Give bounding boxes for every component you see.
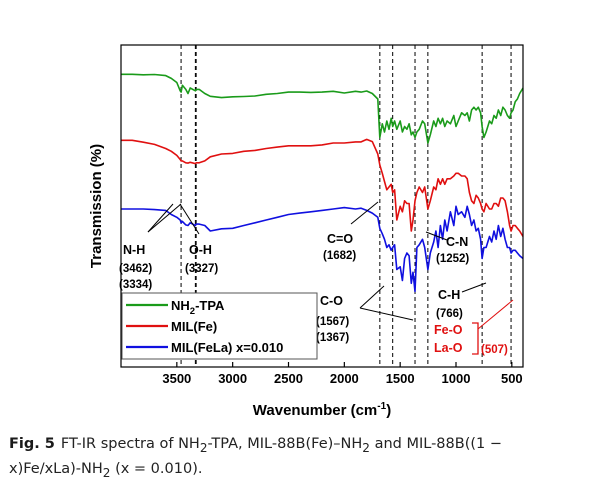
co-single-arrow-2: [359, 307, 414, 321]
cn-arrow: [425, 231, 448, 241]
ftir-figure: 3500 3000 2500 2000 1500 1000 500 Transmission…: [88, 44, 524, 419]
oh-label: O-H: [189, 243, 212, 257]
lao-label: La-O: [434, 341, 463, 355]
feo-label: Fe-O: [434, 323, 463, 337]
caption-part-1: FT-IR spectra of NH: [60, 436, 200, 452]
x-tick-label-3000: 3000: [218, 371, 247, 386]
co-single-value-2: (1367): [316, 332, 349, 344]
nh-value-1: (3462): [119, 263, 152, 275]
x-tick-label-2000: 2000: [330, 371, 359, 386]
series-line-1: [121, 138, 524, 237]
oh-arrow: [179, 203, 200, 235]
co-single-label: C-O: [320, 294, 343, 308]
caption-sub-3: 2: [102, 465, 111, 480]
x-axis: 3500 3000 2500 2000 1500 1000 500: [162, 362, 523, 386]
series-line-2: [121, 205, 524, 293]
legend-label-nh2-tpa: NH2-TPA: [171, 298, 225, 317]
ch-arrow: [461, 282, 487, 293]
caption-sub-2: 2: [362, 440, 370, 455]
legend-label-mil-fela: MIL(FeLa) x=0.010: [171, 340, 283, 355]
caption-part-2: -TPA, MIL-88B(Fe)–NH: [207, 436, 363, 452]
spectra-lines: [121, 73, 524, 293]
nh-arrow-2: [147, 203, 182, 233]
ftir-chart: 3500 3000 2500 2000 1500 1000 500 Transmission…: [88, 44, 524, 419]
series-line-0: [121, 73, 524, 144]
metal-value: (507): [481, 344, 508, 356]
plot-frame: [120, 44, 524, 368]
legend-label-mil-fe: MIL(Fe): [171, 319, 217, 334]
ch-value: (766): [436, 308, 463, 320]
peak-annotations: N-H (3462) (3334) O-H (3327) C=O (1682) …: [119, 201, 514, 356]
caption-part-3: and MIL-88B((1 −: [369, 436, 503, 452]
oh-value: (3327): [185, 263, 218, 275]
metal-arrow: [477, 299, 514, 330]
co-single-value-1: (1567): [316, 316, 349, 328]
x-axis-label: Wavenumber (cm-1): [253, 401, 391, 419]
co-double-arrow: [350, 201, 379, 225]
caption-sub-1: 2: [199, 440, 208, 455]
figure-number: Fig. 5: [9, 436, 55, 452]
nh-label: N-H: [123, 243, 145, 257]
caption-part-5: (x = 0.010).: [110, 460, 203, 477]
y-axis-label: Transmission (%): [88, 144, 105, 268]
cn-label: C-N: [446, 235, 468, 249]
co-double-value: (1682): [323, 250, 356, 262]
x-tick-label-2500: 2500: [274, 371, 303, 386]
x-tick-label-3500: 3500: [162, 371, 191, 386]
nh-value-2: (3334): [119, 279, 152, 291]
metal-bracket: [472, 322, 479, 355]
ch-label: C-H: [438, 288, 460, 302]
x-tick-label-1500: 1500: [386, 371, 415, 386]
nh-arrow-1: [147, 203, 174, 233]
co-single-arrow-1: [359, 285, 385, 309]
caption-part-4: x)Fe/xLa)-NH: [9, 460, 103, 477]
co-double-label: C=O: [327, 232, 353, 246]
legend: NH2-TPA MIL(Fe) MIL(FeLa) x=0.010: [121, 292, 318, 360]
x-tick-label-500: 500: [501, 371, 523, 386]
cn-value: (1252): [436, 253, 469, 265]
x-tick-label-1000: 1000: [442, 371, 471, 386]
figure-caption: Fig. 5 FT-IR spectra of NH2-TPA, MIL-88B(…: [9, 434, 605, 484]
